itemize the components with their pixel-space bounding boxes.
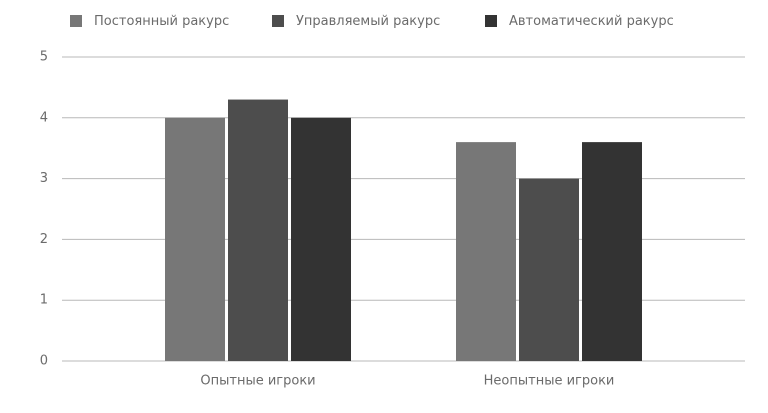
- bar: [456, 142, 516, 361]
- legend-label: Постоянный ракурс: [94, 14, 229, 29]
- y-tick-label: 5: [40, 50, 48, 65]
- legend-label: Автоматический ракурс: [509, 14, 674, 29]
- y-tick-label: 1: [40, 293, 48, 308]
- legend-swatch: [70, 15, 82, 27]
- bar: [228, 99, 288, 361]
- x-tick-label: Опытные игроки: [200, 374, 315, 389]
- x-tick-label: Неопытные игроки: [484, 374, 615, 389]
- legend-swatch: [272, 15, 284, 27]
- legend-swatch: [485, 15, 497, 27]
- bar: [165, 117, 225, 361]
- y-tick-label: 3: [40, 171, 48, 186]
- bar: [291, 117, 351, 361]
- y-tick-label: 0: [40, 354, 48, 369]
- legend-label: Управляемый ракурс: [296, 14, 440, 29]
- y-tick-label: 4: [40, 110, 48, 125]
- y-tick-label: 2: [40, 232, 48, 247]
- bar: [519, 178, 579, 361]
- bar: [582, 142, 642, 361]
